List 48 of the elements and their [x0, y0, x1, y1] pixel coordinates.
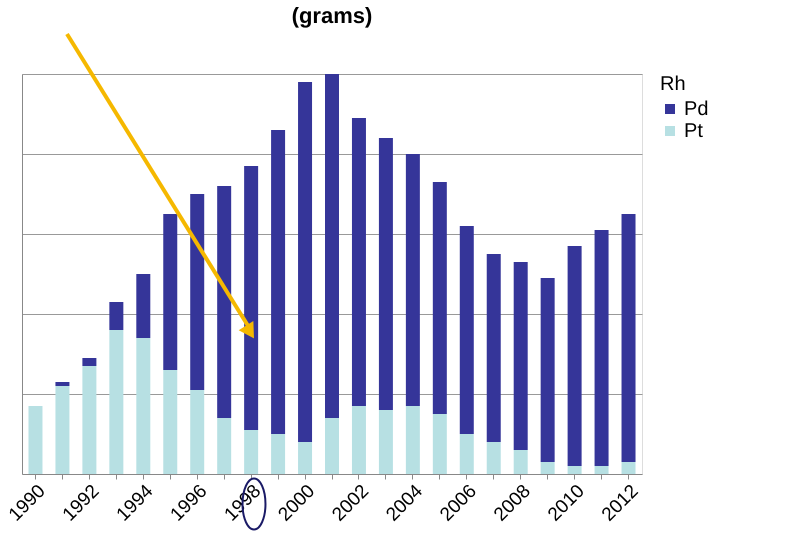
- bar: [28, 406, 42, 474]
- bar: [325, 74, 339, 418]
- bar: [271, 434, 286, 474]
- bar: [109, 330, 124, 474]
- bar: [163, 370, 178, 474]
- bar: [378, 138, 393, 410]
- bar: [594, 230, 609, 466]
- bar: [55, 382, 70, 386]
- bar: [82, 366, 96, 474]
- bar: [217, 186, 232, 418]
- legend-label: Pd: [684, 98, 708, 120]
- bar: [244, 430, 258, 474]
- bar: [568, 246, 582, 466]
- bar: [190, 390, 204, 474]
- legend-label: Pt: [684, 120, 704, 142]
- bar: [55, 386, 70, 474]
- bar: [406, 154, 420, 406]
- bar: [378, 410, 393, 474]
- bar: [594, 466, 609, 474]
- bar: [460, 434, 474, 474]
- bar: [486, 254, 501, 442]
- bar: [622, 462, 636, 474]
- bar: [109, 302, 124, 330]
- bar: [298, 82, 312, 442]
- bar: [460, 226, 474, 434]
- bar: [271, 130, 286, 434]
- bar: [352, 118, 366, 406]
- bar: [540, 278, 555, 462]
- bar: [298, 442, 312, 474]
- bar: [82, 358, 96, 366]
- bar: [514, 262, 528, 450]
- bar: [540, 462, 555, 474]
- bar: [136, 338, 150, 474]
- bar: [568, 466, 582, 474]
- bar: [136, 274, 150, 338]
- bar: [514, 450, 528, 474]
- bar: [217, 418, 232, 474]
- bar: [622, 214, 636, 462]
- chart-title: (grams): [292, 3, 372, 28]
- bar: [486, 442, 501, 474]
- bar: [432, 414, 447, 474]
- bar: [352, 406, 366, 474]
- bar: [163, 214, 178, 370]
- legend-title: Rh: [660, 73, 686, 95]
- bar: [406, 406, 420, 474]
- bar: [325, 418, 339, 474]
- bar: [432, 182, 447, 414]
- bar: [190, 194, 204, 390]
